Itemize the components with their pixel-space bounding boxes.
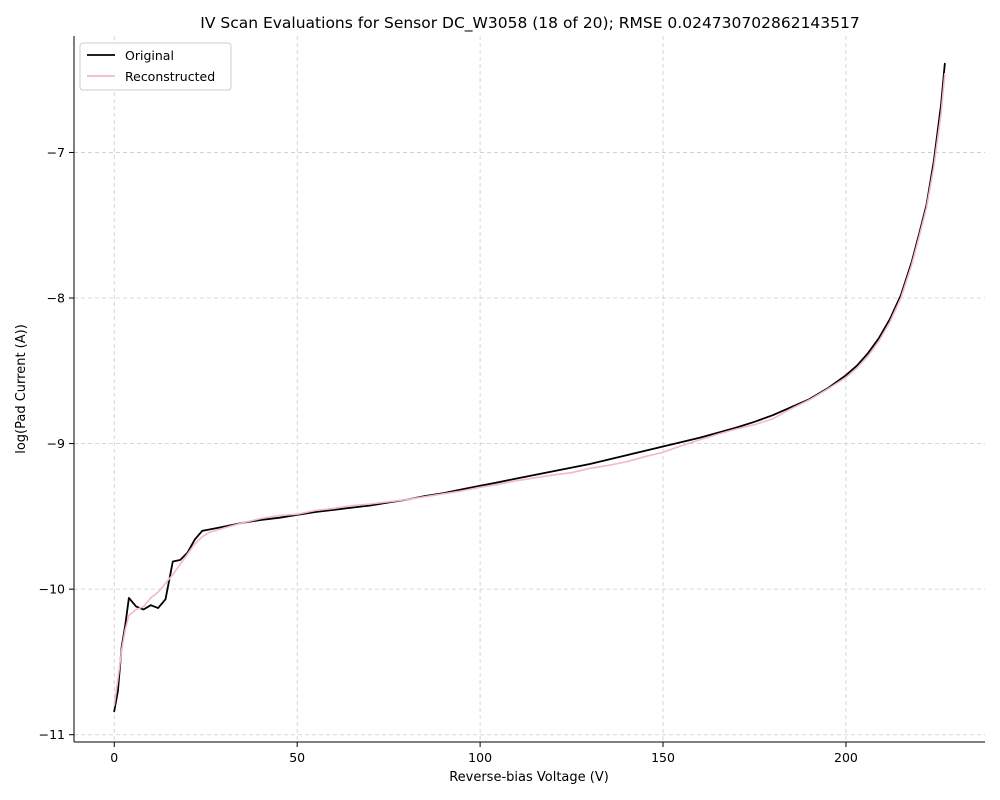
y-tick-label: −9 xyxy=(47,436,65,451)
legend-label-reconstructed: Reconstructed xyxy=(125,69,215,84)
y-tick-label: −10 xyxy=(39,582,65,597)
x-axis-label: Reverse-bias Voltage (V) xyxy=(449,770,609,785)
y-tick-label: −7 xyxy=(47,145,65,160)
x-ticks: 0 50 100 150 200 xyxy=(110,742,858,765)
x-tick-label: 0 xyxy=(110,750,118,765)
series-line-reconstructed xyxy=(113,73,946,707)
x-tick-label: 150 xyxy=(651,750,675,765)
x-tick-label: 50 xyxy=(289,750,305,765)
chart-title: IV Scan Evaluations for Sensor DC_W3058 … xyxy=(200,14,859,33)
series-line-original xyxy=(113,62,946,713)
y-tick-label: −11 xyxy=(39,727,65,742)
x-tick-label: 100 xyxy=(468,750,492,765)
series-layer xyxy=(113,62,946,713)
y-axis-label: log(Pad Current (A)) xyxy=(14,324,29,454)
grid xyxy=(74,36,985,742)
legend: Original Reconstructed xyxy=(79,42,232,91)
x-tick-label: 200 xyxy=(834,750,858,765)
y-tick-label: −8 xyxy=(47,291,65,306)
legend-box xyxy=(79,42,232,91)
y-ticks: −11 −10 −9 −8 −7 xyxy=(39,145,74,742)
legend-label-original: Original xyxy=(125,48,174,63)
